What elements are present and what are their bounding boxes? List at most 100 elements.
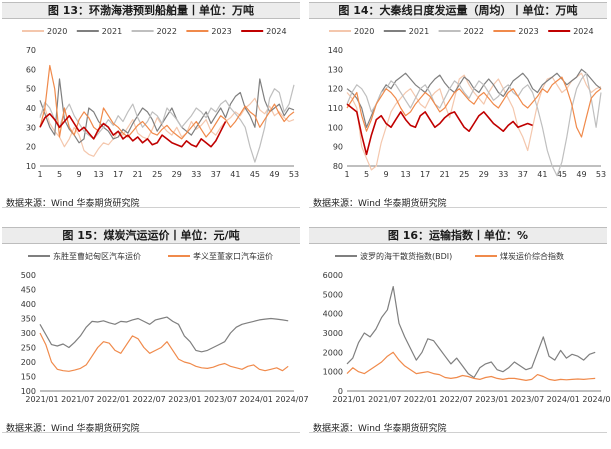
x-tick-label: 2024/07 xyxy=(582,395,611,404)
legend-label: 煤炭运价综合指数 xyxy=(500,251,564,261)
x-tick-label: 17 xyxy=(420,170,430,179)
series-line-1 xyxy=(346,72,602,171)
x-tick-label: 2022/07 xyxy=(133,395,166,404)
series-line-1 xyxy=(39,97,295,157)
x-tick-label: 21 xyxy=(440,170,450,179)
legend-label: 2020 xyxy=(47,27,67,36)
y-tick-label: 350 xyxy=(21,315,36,324)
chart-panel-2: 图 14：大秦线日度发运量（周均）丨单位：万吨 2020 2021 2022 2023… xyxy=(309,0,609,224)
source-label: 数据来源：Wind 华泰期货研究院 xyxy=(313,199,447,209)
x-tick-label: 33 xyxy=(191,170,201,179)
y-tick-label: 20 xyxy=(26,143,36,152)
x-tick-label: 2024/07 xyxy=(275,395,308,404)
x-tick-label: 2021/07 xyxy=(61,395,94,404)
x-tick-label: 37 xyxy=(518,170,528,179)
source-label: 数据来源：Wind 华泰期货研究院 xyxy=(6,199,140,209)
divider xyxy=(2,432,300,433)
y-tick-label: 90 xyxy=(333,143,343,152)
divider xyxy=(309,207,607,208)
x-tick-label: 45 xyxy=(557,170,567,179)
x-tick-label: 2022/01 xyxy=(404,395,437,404)
x-tick-label: 2022/01 xyxy=(97,395,130,404)
chart-title: 图 16：运输指数丨单位：% xyxy=(309,227,607,244)
y-tick-label: 150 xyxy=(21,373,36,382)
y-tick-label: 4000 xyxy=(323,310,343,319)
source-label: 数据来源：Wind 华泰期货研究院 xyxy=(313,424,447,434)
divider xyxy=(2,207,300,208)
x-tick-label: 2021/07 xyxy=(368,395,401,404)
chart-title: 图 15：煤炭汽运运价丨单位：元/吨 xyxy=(2,227,300,244)
x-tick-label: 25 xyxy=(459,170,469,179)
y-tick-label: 120 xyxy=(328,85,343,94)
legend-label: 2022 xyxy=(464,27,484,36)
y-tick-label: 110 xyxy=(328,104,343,113)
series-line-1 xyxy=(39,316,289,353)
series-line-2 xyxy=(39,78,295,144)
chart-svg: 2020 2021 2022 2023 2024 10 20 30 40 50 60 70 1 5 9 13 1… xyxy=(22,27,299,179)
y-tick-label: 100 xyxy=(328,123,343,132)
y-tick-label: 500 xyxy=(21,271,36,280)
y-tick-label: 450 xyxy=(21,286,36,295)
chart-panel-3: 图 15：煤炭汽运运价丨单位：元/吨 东胜至曹妃甸区汽车运价 孝义至董家口汽车运价… xyxy=(2,225,309,449)
y-tick-label: 250 xyxy=(21,344,36,353)
x-tick-label: 29 xyxy=(172,170,182,179)
legend-label: 2021 xyxy=(409,27,429,36)
y-tick-label: 40 xyxy=(26,104,36,113)
series-line-5 xyxy=(39,113,227,148)
x-tick-label: 2022/07 xyxy=(440,395,473,404)
x-tick-label: 33 xyxy=(498,170,508,179)
y-tick-label: 5000 xyxy=(323,290,343,299)
y-tick-label: 30 xyxy=(26,123,36,132)
y-tick-label: 130 xyxy=(328,65,343,74)
x-tick-label: 29 xyxy=(479,170,489,179)
series-line-1 xyxy=(346,285,596,379)
series-line-4 xyxy=(346,76,602,138)
x-tick-label: 41 xyxy=(537,170,547,179)
y-tick-label: 60 xyxy=(26,65,36,74)
x-tick-label: 37 xyxy=(211,170,221,179)
divider xyxy=(309,432,607,433)
legend-label: 2021 xyxy=(102,27,122,36)
legend-label: 2023 xyxy=(211,27,231,36)
chart-title: 图 14：大秦线日度发运量（周均）丨单位：万吨 xyxy=(309,2,607,19)
x-tick-label: 5 xyxy=(57,170,62,179)
x-tick-label: 1 xyxy=(37,170,42,179)
y-tick-label: 80 xyxy=(333,162,343,171)
y-tick-label: 140 xyxy=(328,46,343,55)
chart-panel-1: 图 13：环渤海港预到船舶量丨单位：万吨 2020 2021 2022 2023 202… xyxy=(2,0,302,224)
x-tick-label: 2024/01 xyxy=(547,395,580,404)
series-line-3 xyxy=(346,72,602,177)
legend-label: 2023 xyxy=(518,27,538,36)
y-tick-label: 1000 xyxy=(323,368,343,377)
series-line-5 xyxy=(346,103,533,156)
chart-svg: 波罗的海干散货指数(BDI) 煤炭运价综合指数 0 1000 2000 3000 4000 5… xyxy=(323,251,611,404)
y-tick-label: 300 xyxy=(21,329,36,338)
x-tick-label: 2023/07 xyxy=(511,395,544,404)
x-tick-label: 45 xyxy=(250,170,260,179)
legend-label: 2024 xyxy=(266,27,286,36)
x-tick-label: 2023/01 xyxy=(168,395,201,404)
y-tick-label: 6000 xyxy=(323,271,343,280)
x-tick-label: 9 xyxy=(384,170,389,179)
chart-title: 图 13：环渤海港预到船舶量丨单位：万吨 xyxy=(2,2,300,19)
x-tick-label: 41 xyxy=(230,170,240,179)
series-line-2 xyxy=(346,351,596,381)
series-line-4 xyxy=(39,64,295,140)
x-tick-label: 17 xyxy=(113,170,123,179)
legend-label: 东胜至曹妃甸区汽车运价 xyxy=(53,251,141,261)
source-label: 数据来源：Wind 华泰期货研究院 xyxy=(6,424,140,434)
x-tick-label: 13 xyxy=(401,170,411,179)
x-tick-label: 53 xyxy=(289,170,299,179)
x-tick-label: 2021/01 xyxy=(332,395,365,404)
legend-label: 孝义至董家口汽车运价 xyxy=(193,251,273,261)
x-tick-label: 2021/01 xyxy=(25,395,58,404)
x-tick-label: 2023/01 xyxy=(475,395,508,404)
y-tick-label: 200 xyxy=(21,358,36,367)
x-tick-label: 2023/07 xyxy=(204,395,237,404)
y-tick-label: 3000 xyxy=(323,329,343,338)
y-tick-label: 50 xyxy=(26,85,36,94)
y-tick-label: 10 xyxy=(26,162,36,171)
chart-svg: 2020 2021 2022 2023 2024 80 90 100 110 120 130 140 1… xyxy=(328,27,606,179)
chart-svg: 东胜至曹妃甸区汽车运价 孝义至董家口汽车运价 100 150 200 250 300 350 4… xyxy=(21,251,309,404)
x-tick-label: 13 xyxy=(94,170,104,179)
